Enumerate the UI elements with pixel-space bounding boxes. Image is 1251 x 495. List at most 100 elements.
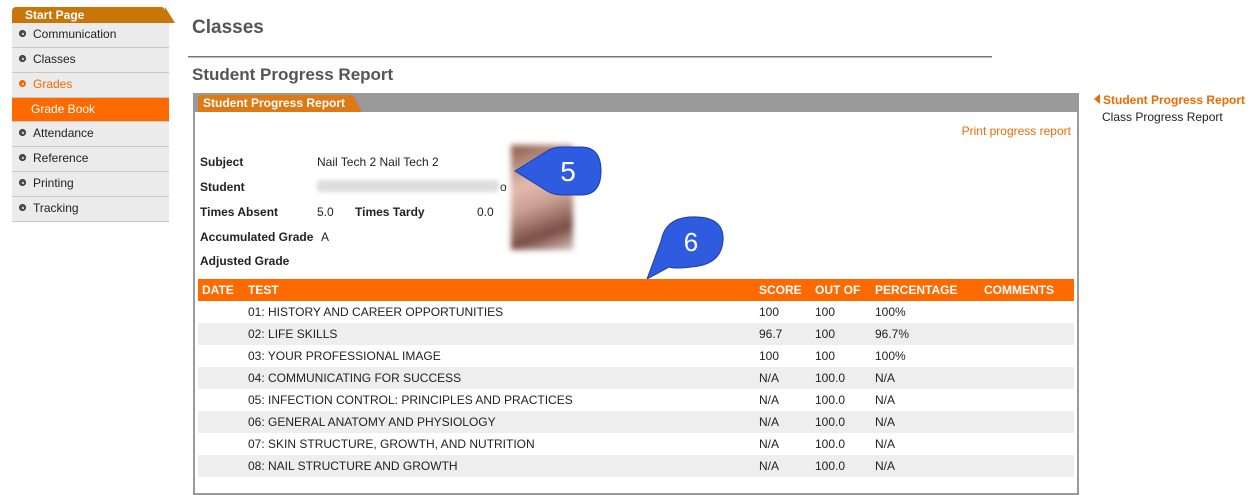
table-row: 03: YOUR PROFESSIONAL IMAGE 100 100 100% — [198, 345, 1074, 367]
table-row: 08: NAIL STRUCTURE AND GROWTH N/A 100.0 … — [198, 455, 1074, 477]
col-percentage-header: PERCENTAGE — [871, 279, 980, 301]
times-tardy-value: 0.0 — [477, 205, 494, 219]
sidebar-item-label: Reference — [33, 151, 89, 165]
cell-score: N/A — [759, 437, 780, 451]
cell-percentage: N/A — [875, 437, 896, 451]
col-test-header: TEST — [244, 279, 755, 301]
cell-test: 02: LIFE SKILLS — [244, 323, 755, 345]
sidebar-item-label: Attendance — [33, 126, 94, 140]
student-progress-report-label: Student Progress Report — [1103, 93, 1246, 107]
cell-score: 100 — [759, 305, 780, 319]
section-title: Student Progress Report — [192, 65, 394, 84]
accumulated-grade-label: Accumulated Grade — [200, 230, 314, 244]
cell-date — [198, 367, 244, 389]
cell-percentage: N/A — [871, 455, 980, 477]
cell-date — [198, 433, 244, 455]
start-page-tab[interactable]: Start Page — [12, 7, 175, 23]
cell-comments — [980, 367, 1074, 389]
cell-test: 06: GENERAL ANATOMY AND PHYSIOLOGY — [244, 411, 755, 433]
col-date-header: DATE — [198, 279, 244, 301]
sidebar-nav: Start Page Communication Classes Grades … — [12, 7, 175, 222]
cell-out-of: 100 — [811, 323, 871, 345]
times-absent-value: 5.0 — [317, 205, 334, 219]
sidebar-item-label: Communication — [33, 27, 117, 41]
panel-header: Student Progress Report — [195, 93, 1077, 112]
cell-date — [198, 389, 244, 411]
accumulated-grade-value: A — [321, 230, 330, 244]
col-comments-header: COMMENTS — [980, 279, 1074, 301]
cell-percentage: N/A — [875, 393, 896, 407]
bullet-icon — [19, 55, 26, 63]
cell-date — [198, 455, 244, 477]
student-label: Student — [200, 180, 245, 194]
callout-5-label: 5 — [560, 156, 576, 187]
cell-score: 100 — [759, 349, 780, 363]
sidebar-item-label: Printing — [33, 176, 74, 190]
cell-out-of: 100.0 — [811, 455, 871, 477]
col-out-of-header: OUT OF — [811, 279, 871, 301]
table-row: 04: COMMUNICATING FOR SUCCESS N/A 100.0 … — [198, 367, 1074, 389]
sidebar-subitem-grade-book[interactable]: Grade Book — [12, 98, 169, 122]
times-tardy-label: Times Tardy — [355, 205, 425, 219]
adjusted-grade-label: Adjusted Grade — [200, 254, 290, 268]
bullet-icon — [19, 129, 26, 137]
callout-6-marker: 6 — [646, 216, 724, 281]
panel-tab[interactable]: Student Progress Report — [198, 95, 363, 112]
bullet-icon — [19, 80, 26, 88]
cell-score: N/A — [759, 393, 780, 407]
cell-date — [198, 345, 244, 367]
times-absent-label: Times Absent — [200, 205, 279, 219]
cell-out-of: 100.0 — [811, 411, 871, 433]
sidebar-item-tracking[interactable]: Tracking — [12, 197, 169, 222]
table-row: 01: HISTORY AND CAREER OPPORTUNITIES 100… — [198, 301, 1074, 323]
cell-comments — [980, 323, 1074, 345]
student-value-suffix: o — [500, 180, 507, 194]
cell-date — [198, 323, 244, 345]
cell-percentage: 100% — [875, 349, 906, 363]
cell-out-of: 100 — [815, 305, 836, 319]
cell-test: 08: NAIL STRUCTURE AND GROWTH — [244, 455, 755, 477]
cell-score: N/A — [755, 411, 811, 433]
sidebar-item-label: Classes — [33, 52, 76, 66]
cell-test: 07: SKIN STRUCTURE, GROWTH, AND NUTRITIO… — [248, 437, 535, 451]
cell-score: N/A — [755, 455, 811, 477]
sidebar-item-classes[interactable]: Classes — [12, 48, 169, 73]
cell-percentage: 100% — [875, 305, 906, 319]
sidebar-item-printing[interactable]: Printing — [12, 172, 169, 197]
callout-5-marker: 5 — [514, 146, 602, 196]
student-progress-report-link[interactable]: Student Progress Report — [1094, 93, 1245, 107]
table-row: 05: INFECTION CONTROL: PRINCIPLES AND PR… — [198, 389, 1074, 411]
cell-comments — [980, 411, 1074, 433]
sidebar-item-label: Tracking — [33, 201, 79, 215]
cell-test: 05: INFECTION CONTROL: PRINCIPLES AND PR… — [248, 393, 573, 407]
cell-percentage: N/A — [871, 411, 980, 433]
subject-label: Subject — [200, 155, 244, 169]
sidebar-item-communication[interactable]: Communication — [12, 23, 169, 48]
cell-comments — [980, 389, 1074, 411]
table-row: 06: GENERAL ANATOMY AND PHYSIOLOGY N/A 1… — [198, 411, 1074, 433]
progress-report-panel: Student Progress Report Print progress r… — [193, 93, 1079, 495]
title-divider — [188, 56, 992, 58]
cell-out-of: 100.0 — [811, 367, 871, 389]
cell-test: 03: YOUR PROFESSIONAL IMAGE — [248, 349, 441, 363]
cell-percentage: N/A — [871, 367, 980, 389]
cell-comments — [980, 345, 1074, 367]
sidebar-item-grades[interactable]: Grades — [12, 73, 169, 98]
bullet-icon — [19, 179, 26, 187]
bullet-icon — [19, 30, 26, 38]
callout-6-label: 6 — [684, 227, 698, 257]
cell-date — [198, 411, 244, 433]
student-name-blurred — [317, 180, 499, 192]
print-progress-report-link[interactable]: Print progress report — [961, 124, 1071, 138]
table-header-row: DATE TEST SCORE OUT OF PERCENTAGE COMMEN… — [198, 279, 1074, 301]
cell-test: 04: COMMUNICATING FOR SUCCESS — [244, 367, 755, 389]
cell-score: 96.7 — [755, 323, 811, 345]
class-progress-report-link[interactable]: Class Progress Report — [1102, 110, 1223, 124]
cell-score: N/A — [755, 367, 811, 389]
sidebar-item-attendance[interactable]: Attendance — [12, 122, 169, 147]
cell-comments — [980, 455, 1074, 477]
cell-percentage: 96.7% — [871, 323, 980, 345]
sidebar-item-reference[interactable]: Reference — [12, 147, 169, 172]
table-row: 02: LIFE SKILLS 96.7 100 96.7% — [198, 323, 1074, 345]
cell-out-of: 100.0 — [815, 437, 846, 451]
